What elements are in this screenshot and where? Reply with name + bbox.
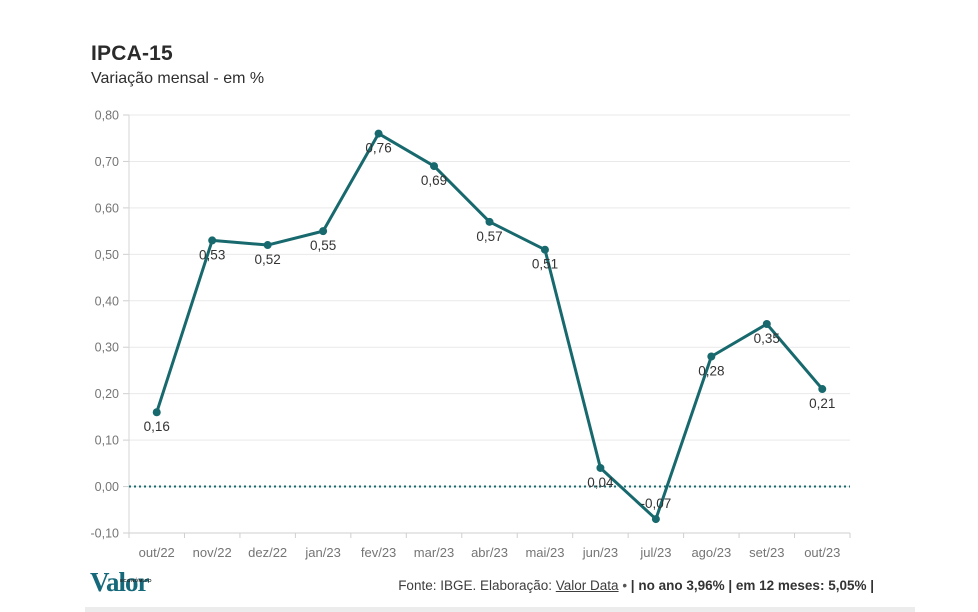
source-bullet: • — [618, 578, 631, 593]
page-subtitle: Variação mensal - em % — [91, 70, 265, 87]
data-point-marker — [152, 408, 161, 417]
y-tick-label: -0,10 — [91, 527, 120, 541]
y-tick-label: 0,20 — [95, 387, 119, 401]
valor-data-link[interactable]: Valor Data — [555, 578, 619, 593]
data-point-label: 0,21 — [809, 396, 835, 411]
data-point-marker — [707, 352, 716, 361]
data-point-label: 0,51 — [532, 257, 558, 272]
chart-canvas: 0,80 0,70 0,60 0,50 0,40 0,30 0,20 0,10 0,00 -0,1… — [91, 109, 851, 560]
x-tick-label: nov/22 — [193, 545, 232, 560]
chart-header: IPCA-15 Variação mensal - em % — [91, 42, 264, 90]
series-line — [155, 132, 824, 521]
x-tick-label: set/23 — [749, 545, 784, 560]
data-point-marker — [651, 515, 660, 524]
page-title: IPCA-15 — [91, 42, 173, 65]
data-point-label: 0,28 — [698, 364, 724, 379]
valor-logo: ECONÔMICO Valor — [90, 567, 152, 597]
data-point-marker — [540, 245, 549, 254]
line-chart: 0,80 0,70 0,60 0,50 0,40 0,30 0,20 0,10 0,00 -0,1… — [91, 109, 851, 560]
data-point-label: 0,16 — [144, 419, 170, 434]
data-point-label: 0,69 — [421, 173, 447, 188]
x-tick-label: ago/23 — [691, 545, 731, 560]
data-point-marker — [818, 385, 827, 394]
y-tick-label: 0,70 — [95, 155, 119, 169]
data-point-marker — [208, 236, 217, 245]
source-line: Fonte: IBGE. Elaboração: Valor Data • | … — [398, 578, 874, 593]
x-tick-label: abr/23 — [471, 545, 508, 560]
x-tick-label: jun/23 — [582, 545, 618, 560]
y-tick-label: 0,00 — [95, 480, 119, 494]
x-tick-label: mar/23 — [414, 545, 454, 560]
data-point-label: 0,76 — [365, 141, 391, 156]
data-point-label: 0,53 — [199, 247, 225, 262]
valor-logo-text: Valor — [90, 567, 150, 597]
data-point-marker — [263, 241, 272, 250]
x-tick-label: out/23 — [804, 545, 840, 560]
data-point-marker — [485, 217, 494, 226]
x-tick-label: dez/22 — [248, 545, 287, 560]
data-point-label: 0,55 — [310, 238, 336, 253]
x-tick-label: fev/23 — [361, 545, 396, 560]
y-tick-label: 0,50 — [95, 248, 119, 262]
source-stats: | no ano 3,96% | em 12 meses: 5,05% | — [630, 578, 874, 593]
y-tick-label: 0,10 — [95, 434, 119, 448]
y-tick-label: 0,40 — [95, 294, 119, 308]
data-point-label: 0,52 — [255, 252, 281, 267]
page-footer: ECONÔMICO Valor Fonte: IBGE. Elaboração:… — [0, 566, 978, 606]
data-point-marker — [374, 129, 383, 138]
data-point-marker — [430, 162, 439, 171]
data-point-label: 0,57 — [476, 229, 502, 244]
source-prefix: Fonte: IBGE. Elaboração: — [398, 578, 556, 593]
valor-logo-superscript: ECONÔMICO — [120, 578, 152, 583]
y-tick-label: 0,80 — [95, 109, 119, 123]
x-tick-label: jan/23 — [304, 545, 340, 560]
bottom-divider — [85, 607, 915, 612]
data-point-label: 0,35 — [754, 331, 780, 346]
data-point-label: -0,07 — [640, 496, 671, 511]
data-point-marker — [762, 320, 771, 328]
data-point-marker — [596, 463, 605, 472]
data-point-marker — [319, 227, 328, 236]
x-tick-label: jul/23 — [639, 545, 671, 560]
x-tick-label: out/22 — [139, 545, 175, 560]
y-tick-label: 0,30 — [95, 341, 119, 355]
y-tick-label: 0,60 — [95, 201, 119, 215]
data-point-label: 0,04 — [587, 475, 614, 490]
x-tick-label: mai/23 — [525, 545, 564, 560]
